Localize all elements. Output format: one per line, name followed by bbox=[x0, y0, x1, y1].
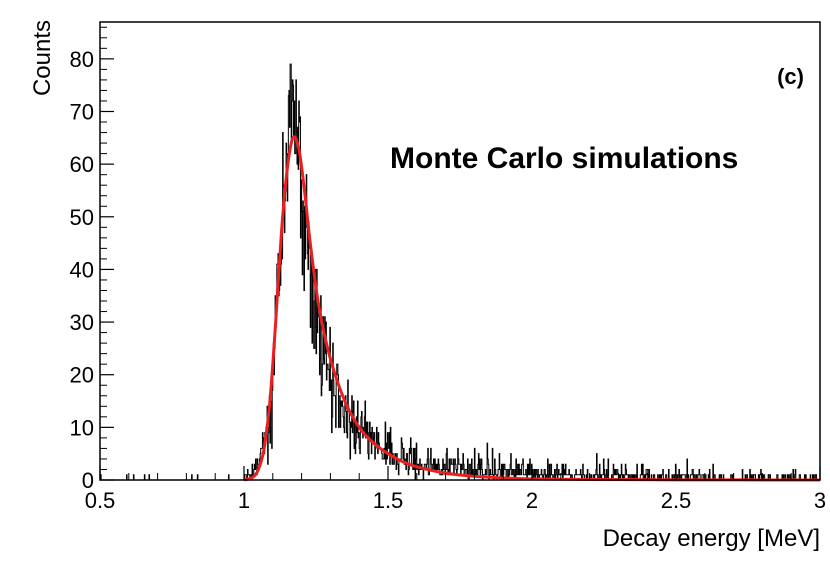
x-tick-label: 1.5 bbox=[373, 488, 404, 513]
y-axis-title: Counts bbox=[29, 20, 56, 96]
y-tick-label: 60 bbox=[70, 152, 94, 177]
x-axis: 0.5 1 1.5 2 2.5 3 bbox=[85, 466, 826, 513]
y-tick-label: 70 bbox=[70, 99, 94, 124]
x-tick-label: 2.5 bbox=[661, 488, 692, 513]
x-tick-label: 0.5 bbox=[85, 488, 116, 513]
y-tick-label: 40 bbox=[70, 257, 94, 282]
panel-label: (c) bbox=[777, 64, 804, 89]
fit-curve-series bbox=[243, 135, 821, 482]
plot-frame bbox=[99, 21, 821, 481]
fit-layer bbox=[243, 135, 821, 482]
y-tick-label: 0 bbox=[82, 468, 94, 493]
y-tick-label: 50 bbox=[70, 205, 94, 230]
x-tick-label: 2 bbox=[526, 488, 538, 513]
x-axis-title: Decay energy [MeV] bbox=[603, 525, 820, 552]
y-tick-label: 30 bbox=[70, 310, 94, 335]
y-axis: 0 10 20 30 40 50 60 70 80 bbox=[70, 26, 114, 493]
simulation-label: Monte Carlo simulations bbox=[390, 142, 738, 175]
x-tick-label: 1 bbox=[238, 488, 250, 513]
x-tick-label: 3 bbox=[814, 488, 826, 513]
y-tick-label: 80 bbox=[70, 47, 94, 72]
y-tick-label: 10 bbox=[70, 415, 94, 440]
y-tick-label: 20 bbox=[70, 363, 94, 388]
